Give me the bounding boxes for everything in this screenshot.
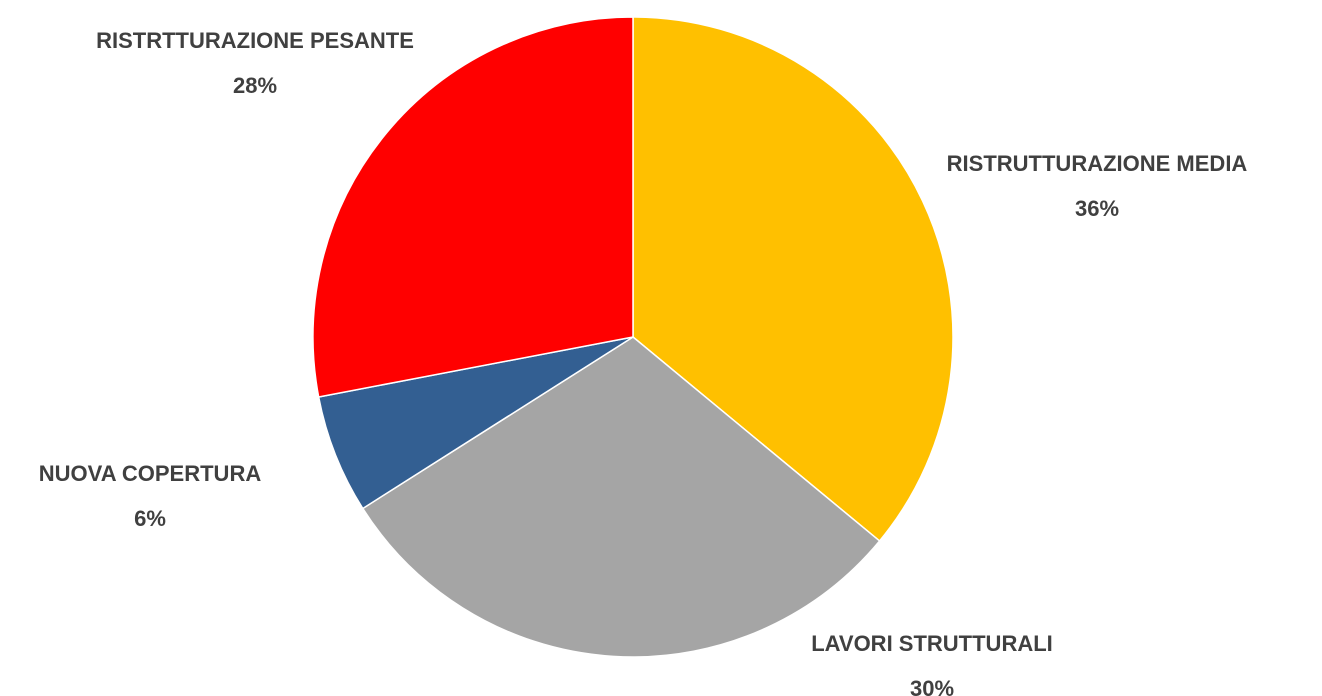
slice-label: RISTRUTTURAZIONE MEDIA	[947, 151, 1248, 176]
slice-value-label: 6%	[134, 506, 166, 531]
slice-label: LAVORI STRUTTURALI	[811, 631, 1053, 656]
pie-slice	[361, 336, 881, 658]
slice-value-label: 30%	[910, 676, 954, 696]
pie-slice	[632, 16, 954, 543]
slice-value-label: 36%	[1075, 196, 1119, 221]
pie-slice	[312, 16, 634, 398]
slice-value-label: 28%	[233, 73, 277, 98]
slice-label: RISTRTTURAZIONE PESANTE	[96, 28, 414, 53]
slice-label: NUOVA COPERTURA	[39, 461, 262, 486]
pie-slice	[317, 336, 634, 510]
